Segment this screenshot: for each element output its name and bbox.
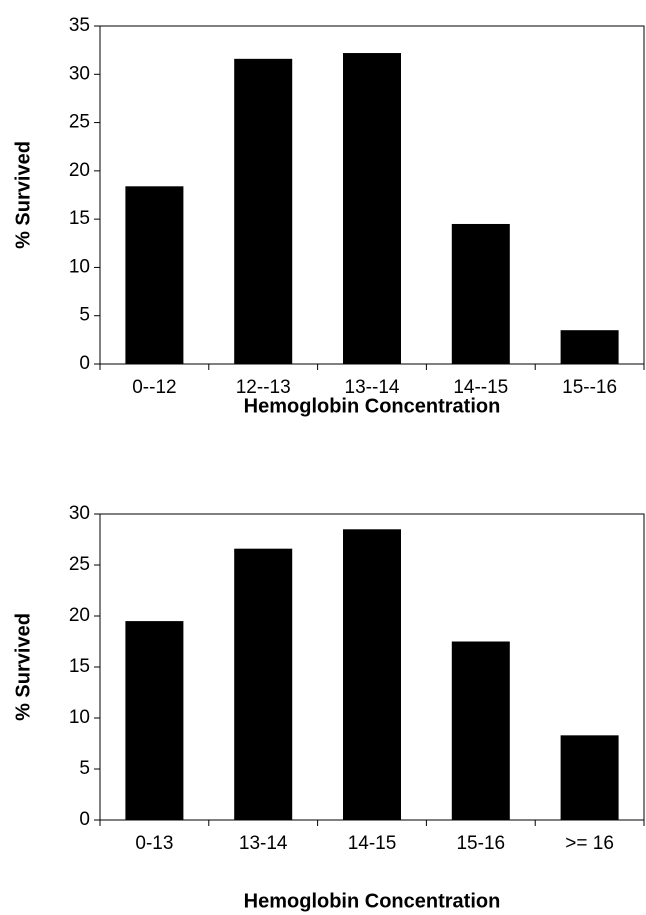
x-tick-label: >= 16 [565,833,614,854]
x-axis-title: Hemoglobin Concentration [244,395,501,417]
y-tick-label: 30 [69,63,90,84]
x-tick-label: 15--16 [562,377,617,398]
bar [234,548,293,820]
x-tick-label: 12--13 [236,377,291,398]
x-tick-label: 15-16 [456,833,505,854]
x-tick-label: 14--15 [453,377,508,398]
y-tick-label: 15 [69,208,90,229]
bar [343,53,401,364]
x-tick-label: 0-13 [135,833,173,854]
x-tick-label: 13--14 [345,377,400,398]
y-tick-label: 20 [69,160,90,181]
bar [451,223,510,364]
bar [125,621,184,820]
y-tick-label: 15 [69,656,90,677]
y-tick-label: 25 [69,554,90,575]
y-tick-label: 30 [69,503,90,524]
bar [343,529,401,820]
x-tick-label: 14-15 [348,833,397,854]
bar [560,735,619,820]
y-tick-label: 0 [79,809,90,830]
y-tick-label: 35 [69,15,90,36]
y-axis-title: % Survived [12,141,34,249]
y-tick-label: 5 [79,305,90,326]
y-tick-label: 5 [79,758,90,779]
y-tick-label: 20 [69,605,90,626]
x-tick-label: 0--12 [132,377,176,398]
bar [451,641,510,820]
bar [560,330,619,364]
y-tick-label: 25 [69,112,90,133]
x-axis-title: Hemoglobin Concentration [244,890,501,912]
y-tick-label: 10 [69,256,90,277]
bar [125,186,184,364]
y-tick-label: 10 [69,707,90,728]
bar [234,58,293,364]
y-tick-label: 0 [79,353,90,374]
y-axis-title: % Survived [12,613,34,721]
x-tick-label: 13-14 [239,833,288,854]
